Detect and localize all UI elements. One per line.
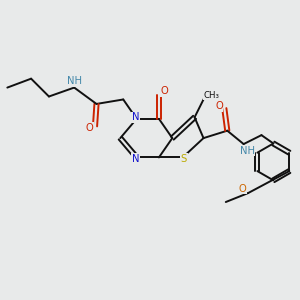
Text: O: O [239, 184, 247, 194]
Text: O: O [215, 101, 223, 111]
Text: S: S [181, 154, 187, 164]
Text: NH: NH [67, 76, 82, 86]
Text: N: N [132, 154, 139, 164]
Text: N: N [132, 112, 139, 122]
Text: CH₃: CH₃ [203, 91, 220, 100]
Text: O: O [86, 123, 94, 133]
Text: NH: NH [240, 146, 255, 156]
Text: O: O [160, 86, 168, 96]
